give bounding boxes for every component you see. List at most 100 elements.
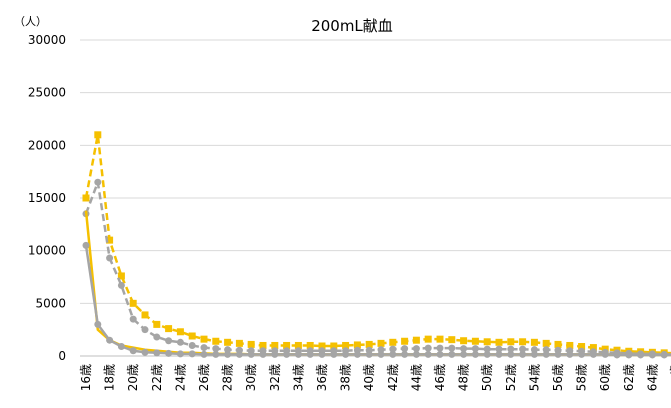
series-line [84, 133, 671, 355]
data-point [353, 341, 361, 349]
data-point [212, 350, 220, 358]
data-point [448, 336, 456, 344]
data-point [259, 350, 267, 358]
x-tick-label: 24歳 [173, 364, 187, 391]
chart-title: 200mL献血 [311, 17, 393, 35]
data-point [153, 349, 161, 357]
data-point [471, 345, 479, 353]
x-tick-label: 40歳 [362, 364, 376, 391]
data-point [188, 341, 196, 349]
x-tick-label: 52歳 [504, 364, 518, 391]
y-tick-label: 15000 [28, 191, 66, 205]
data-point [94, 131, 102, 139]
data-point [141, 326, 149, 334]
series-4 [82, 241, 671, 359]
data-point [259, 341, 267, 349]
data-point [483, 350, 491, 358]
data-point [483, 338, 491, 346]
data-point [530, 350, 538, 358]
x-tick-label: 30歳 [244, 364, 258, 391]
data-point [566, 350, 574, 358]
y-tick-labels: 0 5000 10000 15000 20000 25000 30000 [28, 33, 66, 363]
data-point [247, 340, 255, 348]
y-tick-label: 0 [58, 349, 66, 363]
data-point [117, 281, 125, 289]
data-point [542, 339, 550, 347]
x-tick-label: 46歳 [433, 364, 447, 391]
y-tick-label: 5000 [35, 296, 66, 310]
data-point [471, 350, 479, 358]
data-point [448, 344, 456, 352]
data-point [365, 350, 373, 358]
data-point [377, 339, 385, 347]
data-point [271, 350, 279, 358]
data-point [129, 299, 137, 307]
x-tick-label: 50歳 [480, 364, 494, 391]
y-tick-label: 30000 [28, 33, 66, 47]
data-point [412, 350, 420, 358]
data-point [542, 350, 550, 358]
series-line [84, 210, 671, 357]
data-point [306, 341, 314, 349]
data-point [294, 350, 302, 358]
x-tick-label: 64歳 [645, 364, 659, 391]
data-point [129, 315, 137, 323]
data-point [306, 350, 314, 358]
data-point [212, 345, 220, 353]
x-tick-label: 34歳 [291, 364, 305, 391]
data-point [660, 351, 668, 359]
data-point [471, 337, 479, 345]
data-point [495, 338, 503, 346]
data-point [141, 348, 149, 356]
data-point [637, 351, 645, 359]
x-tick-label: 26歳 [197, 364, 211, 391]
data-point [648, 351, 656, 359]
data-point [82, 241, 90, 249]
data-point [519, 345, 527, 353]
data-point [507, 345, 515, 353]
y-tick-label: 10000 [28, 244, 66, 258]
data-point [165, 325, 173, 333]
data-point [330, 350, 338, 358]
data-point [601, 350, 609, 358]
data-point [554, 350, 562, 358]
data-point [507, 350, 515, 358]
x-tick-label: 38歳 [339, 364, 353, 391]
data-point [460, 345, 468, 353]
x-tick-label: 48歳 [457, 364, 471, 391]
data-point [613, 351, 621, 359]
data-point [578, 350, 586, 358]
series-1 [82, 131, 671, 357]
x-tick-label: 22歳 [150, 364, 164, 391]
data-point [224, 350, 232, 358]
data-point [589, 344, 597, 352]
data-point [176, 338, 184, 346]
data-point [424, 350, 432, 358]
data-point [519, 350, 527, 358]
x-tick-label: 60歳 [598, 364, 612, 391]
data-point [82, 194, 90, 202]
data-point [377, 350, 385, 358]
data-point [412, 336, 420, 344]
y-tick-label: 25000 [28, 86, 66, 100]
data-point [141, 311, 149, 319]
data-point [283, 341, 291, 349]
x-tick-label: 20歳 [126, 364, 140, 391]
data-point [554, 340, 562, 348]
data-point [153, 333, 161, 341]
data-point [106, 236, 114, 244]
series-3 [84, 210, 671, 357]
data-point [247, 350, 255, 358]
data-point [94, 178, 102, 186]
data-point [365, 340, 373, 348]
x-tick-label: 36歳 [315, 364, 329, 391]
x-tick-label: 16歳 [79, 364, 93, 391]
data-point [401, 350, 409, 358]
x-tick-labels: 16歳 18歳 20歳 22歳 24歳 26歳 28歳 30歳 32歳 34歳 36歳 38歳 40歳 4… [79, 364, 671, 391]
data-point [153, 320, 161, 328]
x-tick-label: 66歳 [669, 364, 671, 391]
data-point [436, 335, 444, 343]
data-point [436, 344, 444, 352]
data-point [330, 342, 338, 350]
